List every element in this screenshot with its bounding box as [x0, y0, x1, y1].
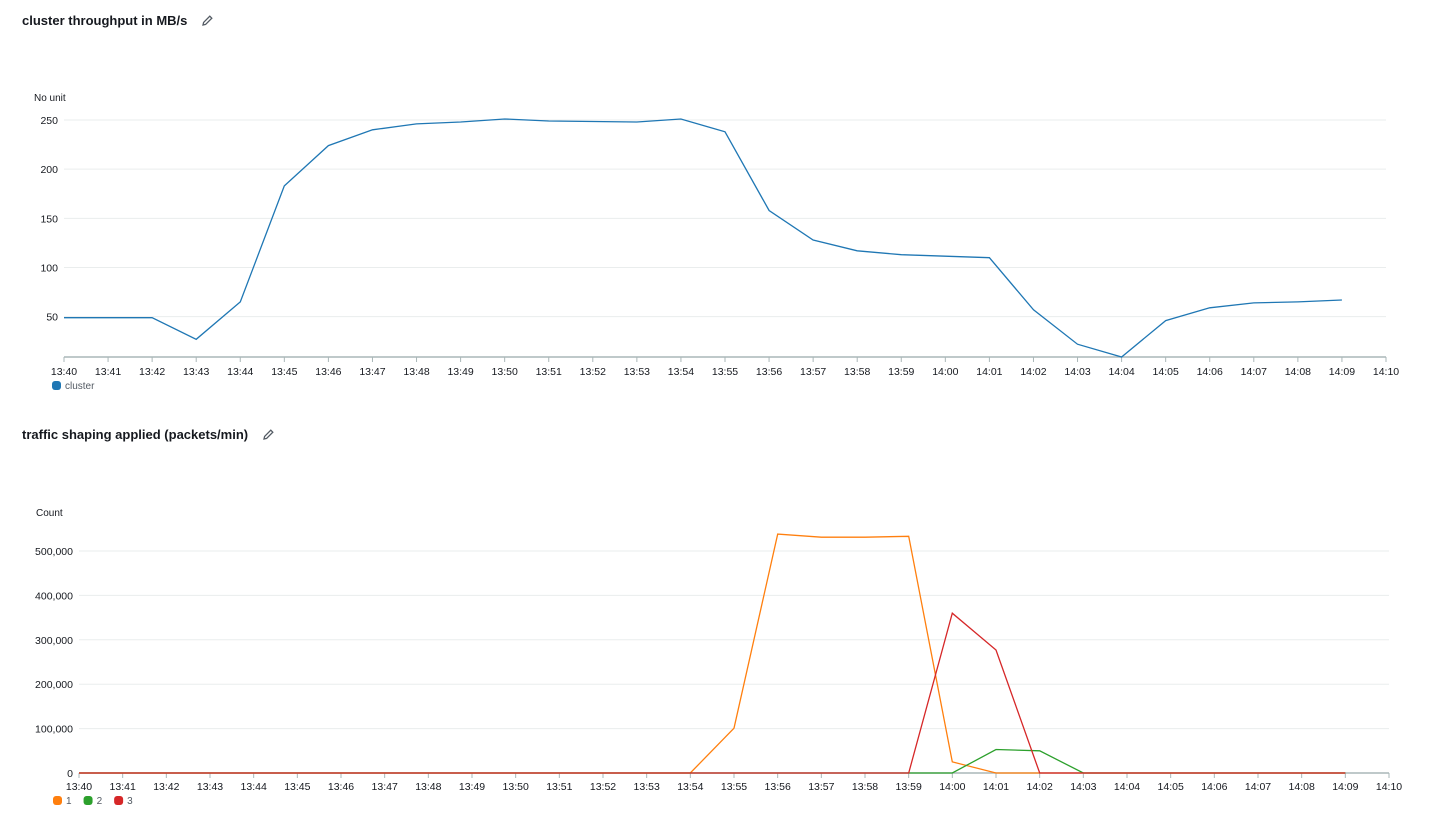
x-tick-label: 13:59: [896, 781, 922, 793]
x-tick-label: 14:03: [1070, 781, 1096, 793]
x-tick-label: 14:08: [1289, 781, 1315, 793]
x-tick-label: 13:53: [624, 366, 650, 378]
y-tick-label: 100,000: [35, 724, 73, 736]
x-tick-label: 14:04: [1108, 366, 1134, 378]
x-tick-label: 13:50: [492, 366, 518, 378]
y-tick-label: 50: [46, 312, 58, 324]
x-tick-label: 13:40: [66, 781, 92, 793]
x-tick-label: 14:06: [1197, 366, 1223, 378]
x-tick-label: 13:52: [580, 366, 606, 378]
x-tick-label: 13:54: [668, 366, 694, 378]
x-tick-label: 13:40: [51, 366, 77, 378]
x-tick-label: 14:10: [1373, 366, 1399, 378]
x-tick-label: 13:53: [634, 781, 660, 793]
series-line-3: [79, 612, 1346, 774]
x-tick-label: 13:55: [712, 366, 738, 378]
x-tick-label: 14:00: [939, 781, 965, 793]
x-tick-label: 13:59: [888, 366, 914, 378]
chart-title-traffic-shaping: traffic shaping applied (packets/min): [22, 427, 275, 444]
legend-label-cluster: cluster: [65, 381, 95, 392]
x-tick-label: 13:58: [844, 366, 870, 378]
y-tick-label: 500,000: [35, 546, 73, 558]
x-tick-label: 14:05: [1158, 781, 1184, 793]
x-tick-label: 13:52: [590, 781, 616, 793]
x-tick-label: 13:49: [459, 781, 485, 793]
x-tick-label: 13:51: [536, 366, 562, 378]
x-tick-label: 13:56: [765, 781, 791, 793]
x-tick-label: 14:02: [1027, 781, 1053, 793]
x-tick-label: 14:07: [1241, 366, 1267, 378]
x-tick-label: 13:47: [372, 781, 398, 793]
x-tick-label: 14:10: [1376, 781, 1402, 793]
x-tick-label: 13:54: [677, 781, 703, 793]
x-tick-label: 13:42: [139, 366, 165, 378]
x-tick-label: 14:03: [1064, 366, 1090, 378]
y-tick-label: 250: [40, 115, 58, 127]
y-axis-unit-label: No unit: [34, 93, 66, 104]
y-tick-label: 100: [40, 263, 58, 275]
y-tick-label: 300,000: [35, 635, 73, 647]
x-tick-label: 13:46: [328, 781, 354, 793]
x-tick-label: 14:09: [1329, 366, 1355, 378]
x-tick-label: 13:44: [241, 781, 267, 793]
legend-label-3: 3: [127, 796, 133, 807]
series-line-cluster: [64, 118, 1342, 358]
x-tick-label: 14:05: [1153, 366, 1179, 378]
legend-swatch-cluster: [52, 381, 61, 390]
x-tick-label: 13:44: [227, 366, 253, 378]
y-tick-label: 0: [67, 768, 73, 780]
y-axis-unit-label: Count: [36, 508, 63, 519]
x-tick-label: 13:42: [153, 781, 179, 793]
chart-title-throughput: cluster throughput in MB/s: [22, 13, 214, 30]
series-line-1: [79, 533, 1346, 774]
x-tick-label: 14:09: [1332, 781, 1358, 793]
legend-swatch-3: [114, 796, 124, 805]
x-tick-label: 13:58: [852, 781, 878, 793]
x-tick-label: 13:47: [359, 366, 385, 378]
x-tick-label: 13:43: [197, 781, 223, 793]
legend-swatch-1: [53, 796, 62, 805]
x-tick-label: 13:48: [415, 781, 441, 793]
series-line-2: [79, 748, 1346, 774]
legend-label-1: 1: [66, 796, 72, 807]
x-tick-label: 13:41: [110, 781, 136, 793]
x-tick-label: 14:00: [932, 366, 958, 378]
x-tick-label: 13:57: [808, 781, 834, 793]
x-tick-label: 14:01: [976, 366, 1002, 378]
x-tick-label: 13:46: [315, 366, 341, 378]
legend-label-2: 2: [97, 796, 103, 807]
legend-swatch-2: [83, 796, 93, 805]
x-tick-label: 14:07: [1245, 781, 1271, 793]
edit-pencil-icon[interactable]: [201, 14, 214, 30]
x-tick-label: 13:51: [546, 781, 572, 793]
x-tick-label: 13:45: [271, 366, 297, 378]
x-tick-label: 14:02: [1020, 366, 1046, 378]
x-tick-label: 13:50: [503, 781, 529, 793]
x-tick-label: 13:45: [284, 781, 310, 793]
y-tick-label: 200: [40, 164, 58, 176]
y-tick-label: 400,000: [35, 590, 73, 602]
x-tick-label: 13:57: [800, 366, 826, 378]
x-tick-label: 13:56: [756, 366, 782, 378]
y-tick-label: 200,000: [35, 679, 73, 691]
x-tick-label: 13:41: [95, 366, 121, 378]
x-tick-label: 14:08: [1285, 366, 1311, 378]
x-tick-label: 13:49: [447, 366, 473, 378]
x-tick-label: 14:06: [1201, 781, 1227, 793]
x-tick-label: 14:01: [983, 781, 1009, 793]
x-tick-label: 14:04: [1114, 781, 1140, 793]
x-tick-label: 13:55: [721, 781, 747, 793]
x-tick-label: 13:48: [403, 366, 429, 378]
y-tick-label: 150: [40, 213, 58, 225]
edit-pencil-icon[interactable]: [262, 428, 275, 444]
x-tick-label: 13:43: [183, 366, 209, 378]
